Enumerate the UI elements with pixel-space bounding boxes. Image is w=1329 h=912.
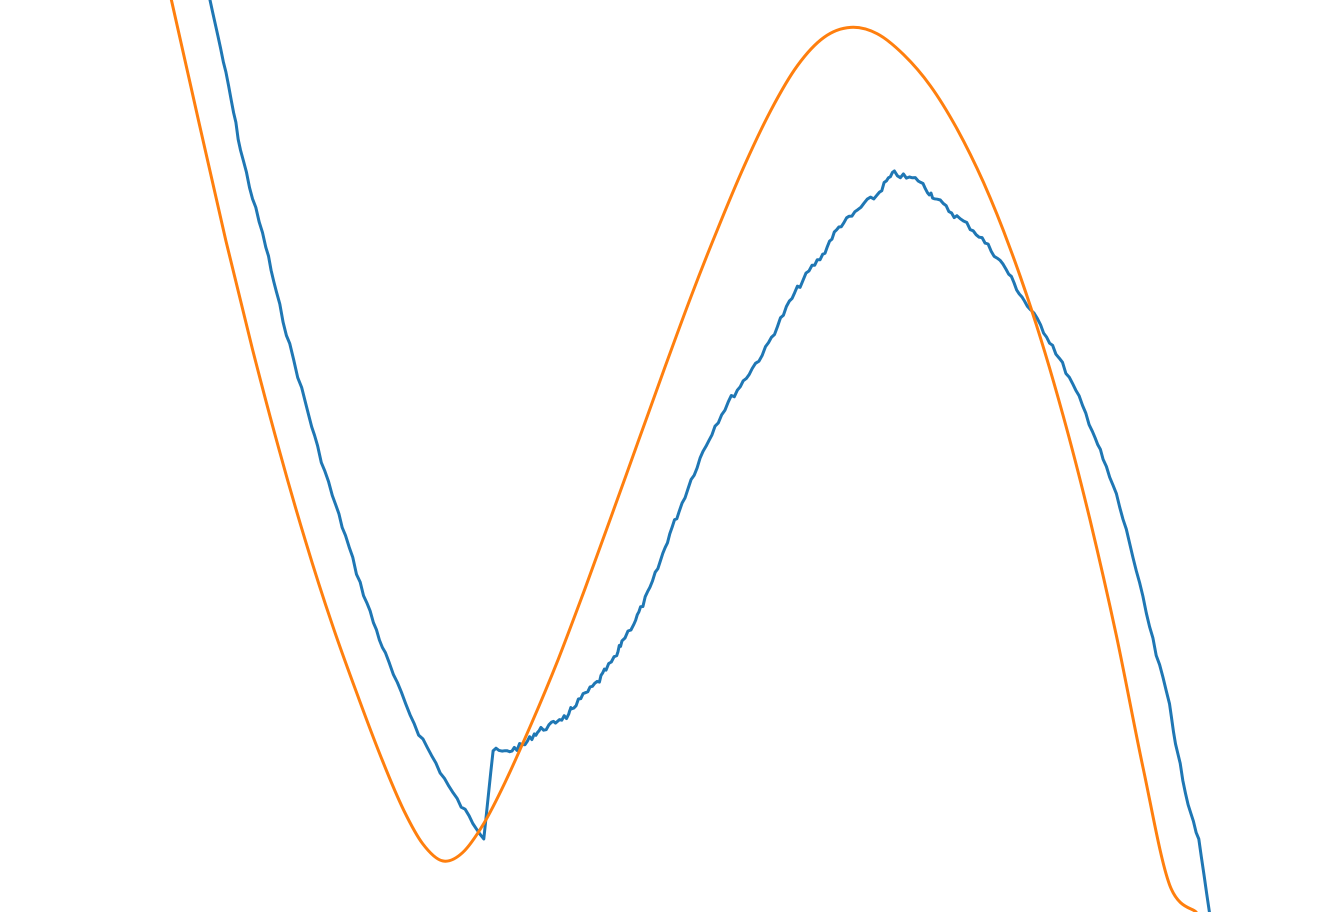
series-layer [169,0,1211,912]
series-line-orange [169,0,1198,912]
series-line-blue [208,0,1211,912]
